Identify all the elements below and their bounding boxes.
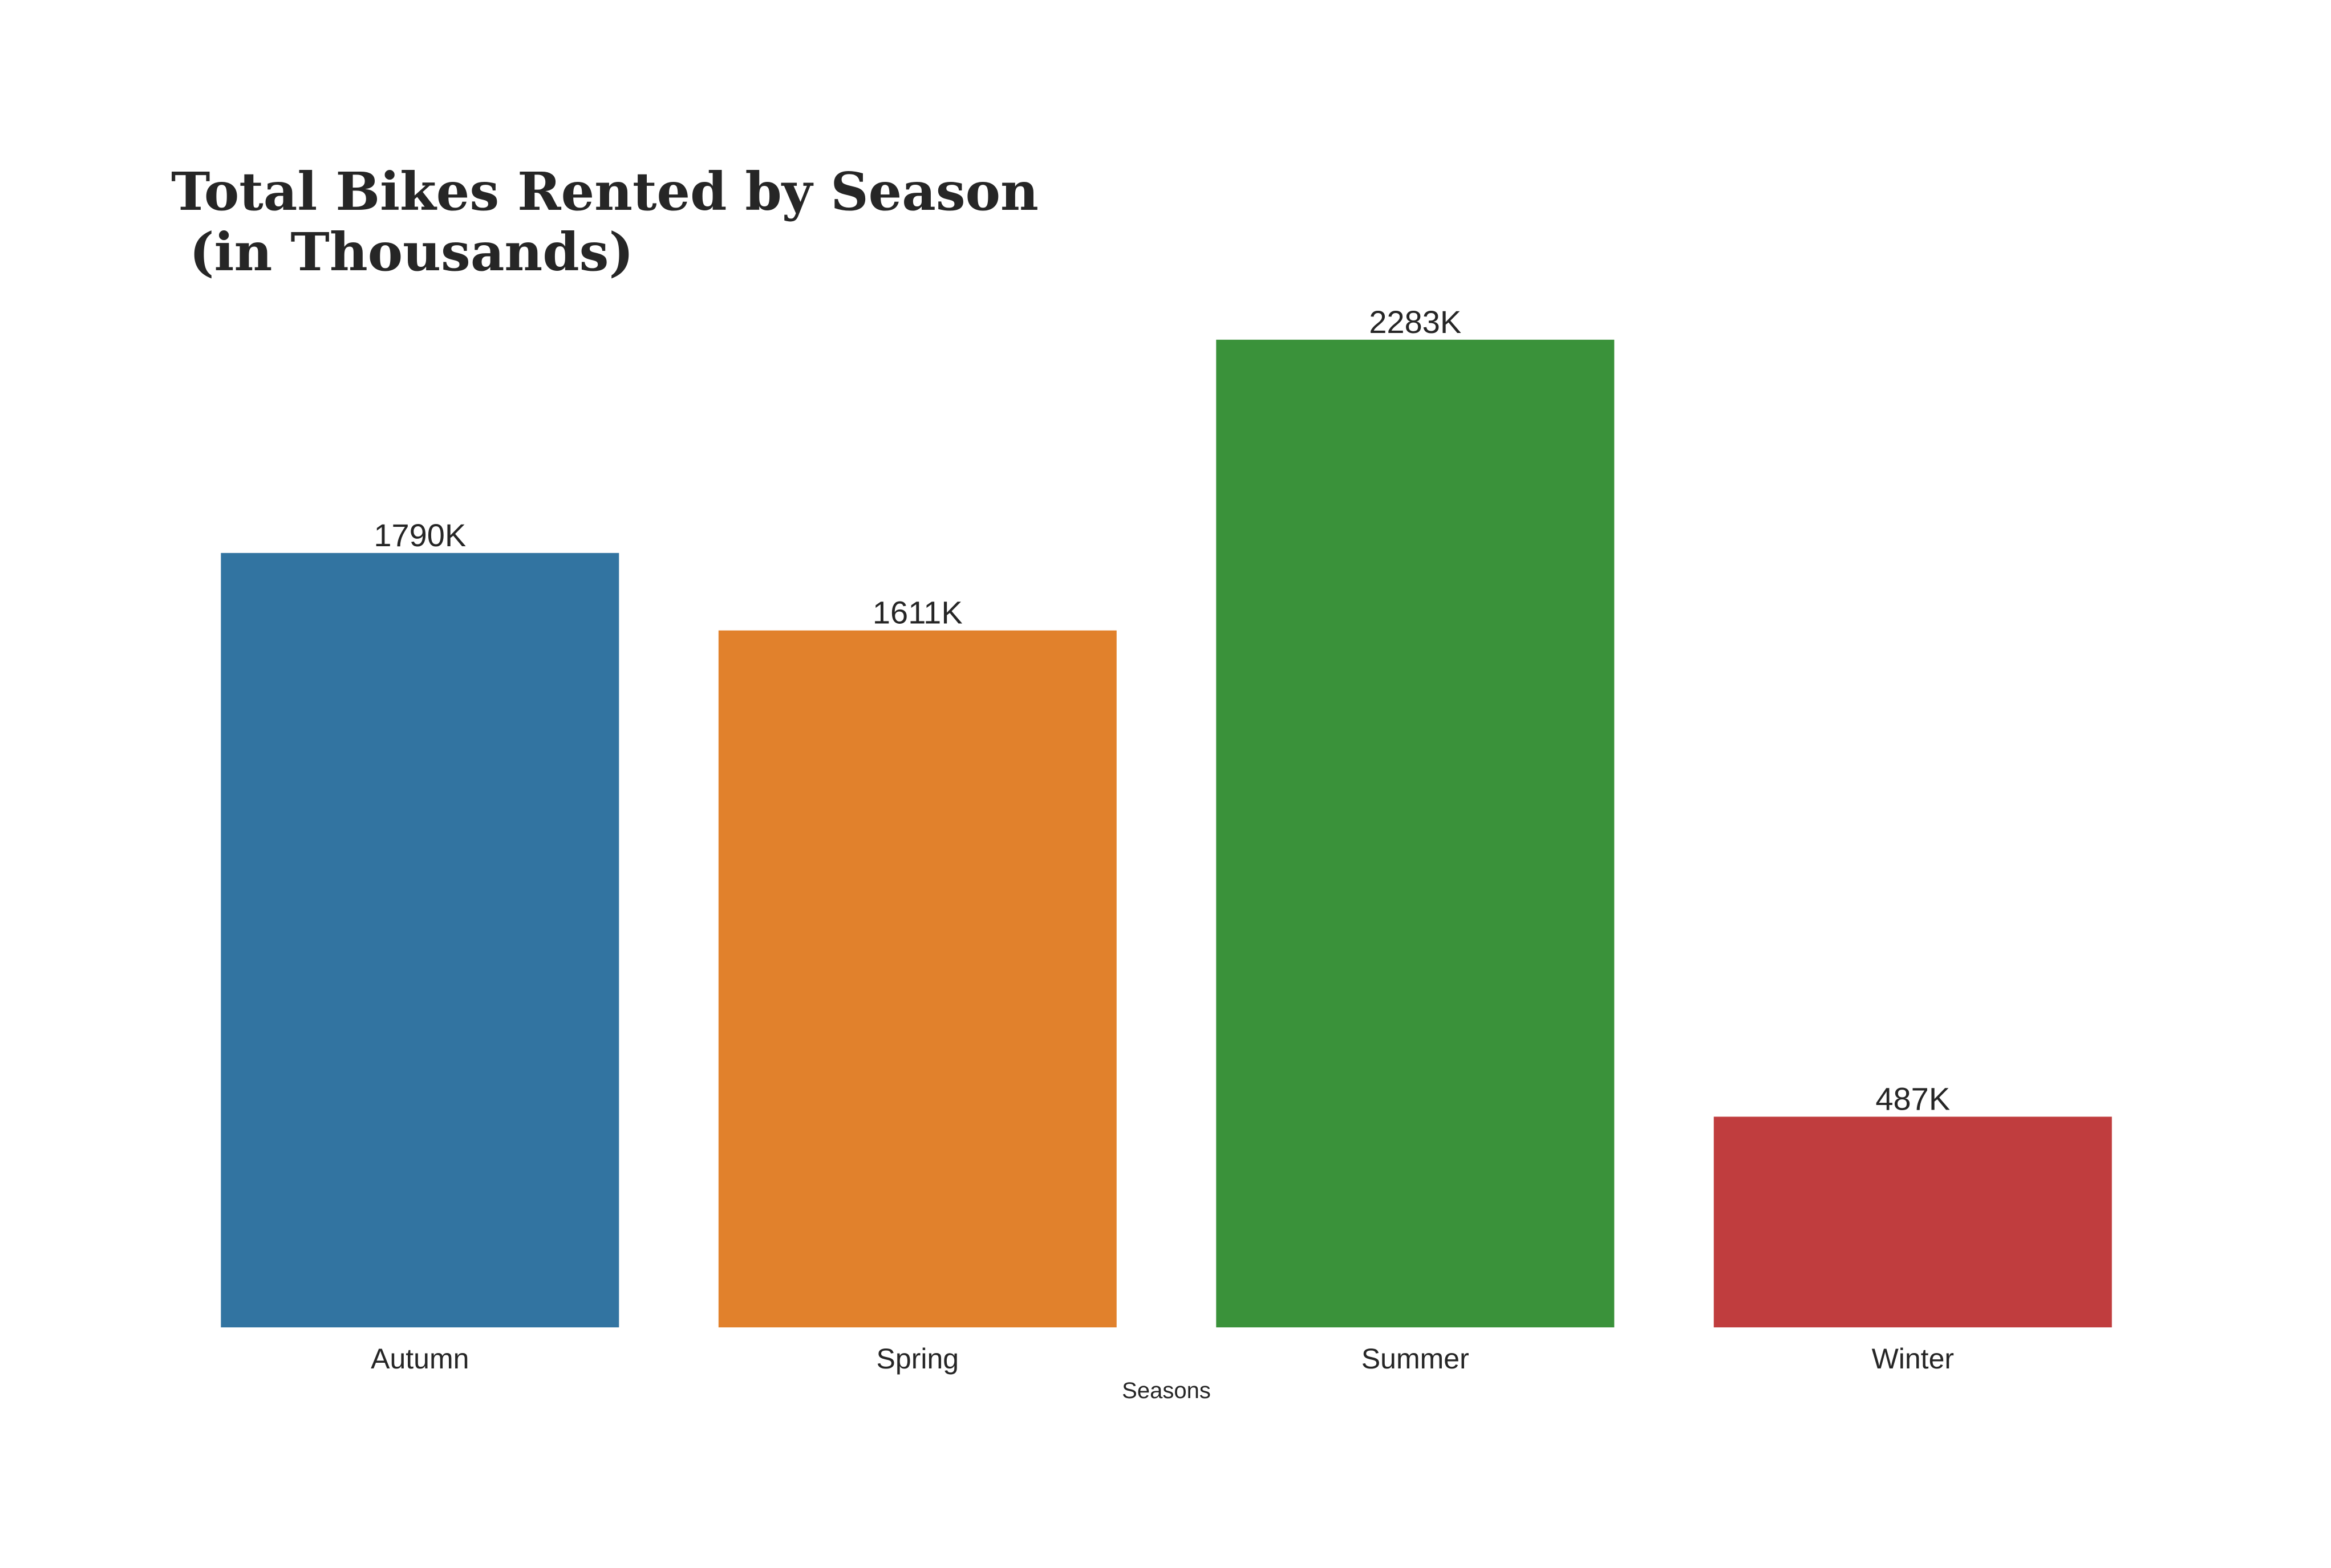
bar-autumn	[221, 553, 619, 1327]
x-tick-label-winter: Winter	[1872, 1343, 1954, 1375]
bar-spring	[718, 630, 1117, 1327]
x-tick-label-autumn: Autumn	[371, 1343, 469, 1375]
chart-title: Total Bikes Rented by Season (in Thousan…	[171, 161, 1057, 283]
bar-labels-group: 1790K 1611K 2283K 487K	[374, 304, 1950, 1117]
bar-value-label-autumn: 1790K	[374, 517, 466, 553]
bar-summer	[1216, 339, 1615, 1327]
x-tick-labels-group: Autumn Spring Summer Winter	[371, 1343, 1954, 1375]
bar-value-label-winter: 487K	[1875, 1081, 1950, 1117]
x-tick-label-spring: Spring	[877, 1343, 959, 1375]
bar-value-label-spring: 1611K	[873, 595, 963, 631]
x-tick-label-summer: Summer	[1361, 1343, 1469, 1375]
chart-title-line-2: (in Thousands)	[171, 221, 634, 283]
bars-group	[221, 339, 2112, 1327]
bar-value-label-summer: 2283K	[1369, 304, 1461, 340]
bar-winter	[1713, 1116, 2112, 1327]
x-axis-label: Seasons	[1122, 1378, 1211, 1403]
chart-title-line-1: Total Bikes Rented by Season	[171, 161, 1039, 222]
